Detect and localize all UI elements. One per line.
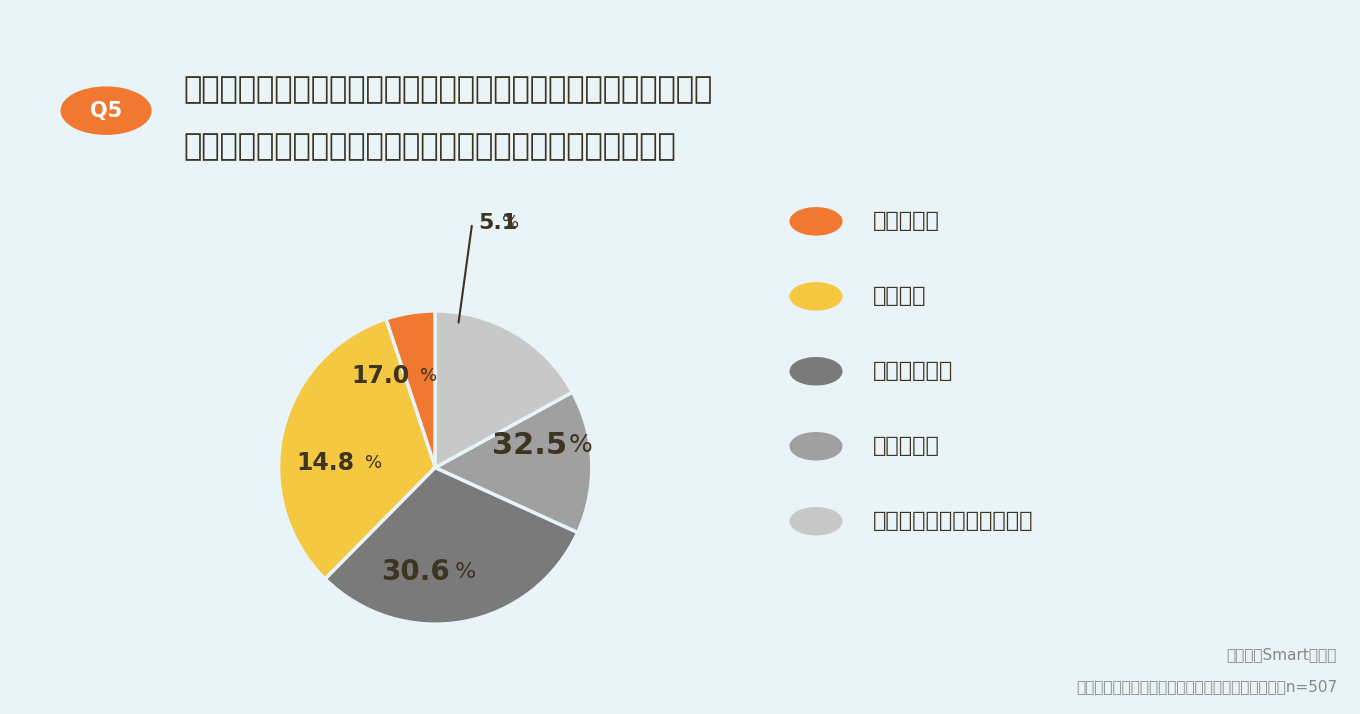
Wedge shape — [435, 311, 573, 468]
Text: ややいる: ややいる — [873, 286, 926, 306]
Text: 全くいない: 全くいない — [873, 436, 940, 456]
Circle shape — [790, 433, 842, 460]
Text: %: % — [364, 454, 382, 473]
Circle shape — [790, 358, 842, 385]
Text: かなりいる: かなりいる — [873, 211, 940, 231]
Circle shape — [790, 283, 842, 310]
Text: Q5: Q5 — [90, 101, 122, 121]
Text: 5.1: 5.1 — [479, 213, 518, 233]
Wedge shape — [386, 311, 435, 468]
Text: 一般社員のプレゼンティーズムに関する実態調査｜n=507: 一般社員のプレゼンティーズムに関する実態調査｜n=507 — [1076, 679, 1337, 694]
Text: わからない／答えられない: わからない／答えられない — [873, 511, 1034, 531]
Text: 関わらず無理をして働いているように見える人はいますか。: 関わらず無理をして働いているように見える人はいますか。 — [184, 132, 676, 161]
Wedge shape — [279, 319, 435, 579]
Text: 30.6: 30.6 — [382, 558, 450, 586]
Wedge shape — [435, 392, 592, 533]
Text: %: % — [456, 563, 476, 583]
Text: あまりいない: あまりいない — [873, 361, 953, 381]
Text: あなたの職場に、不調によりパフォーマンスが低下しているにも: あなたの職場に、不調によりパフォーマンスが低下しているにも — [184, 75, 713, 104]
Text: 14.8: 14.8 — [296, 451, 355, 476]
Circle shape — [790, 208, 842, 235]
Text: %: % — [420, 367, 438, 385]
Circle shape — [61, 87, 151, 134]
Text: 17.0: 17.0 — [352, 364, 411, 388]
Text: 株式会社Smart相談室: 株式会社Smart相談室 — [1227, 648, 1337, 663]
Text: %: % — [502, 214, 520, 232]
Text: 32.5: 32.5 — [492, 431, 567, 460]
Text: %: % — [568, 433, 593, 458]
Wedge shape — [325, 468, 578, 624]
Circle shape — [790, 508, 842, 535]
